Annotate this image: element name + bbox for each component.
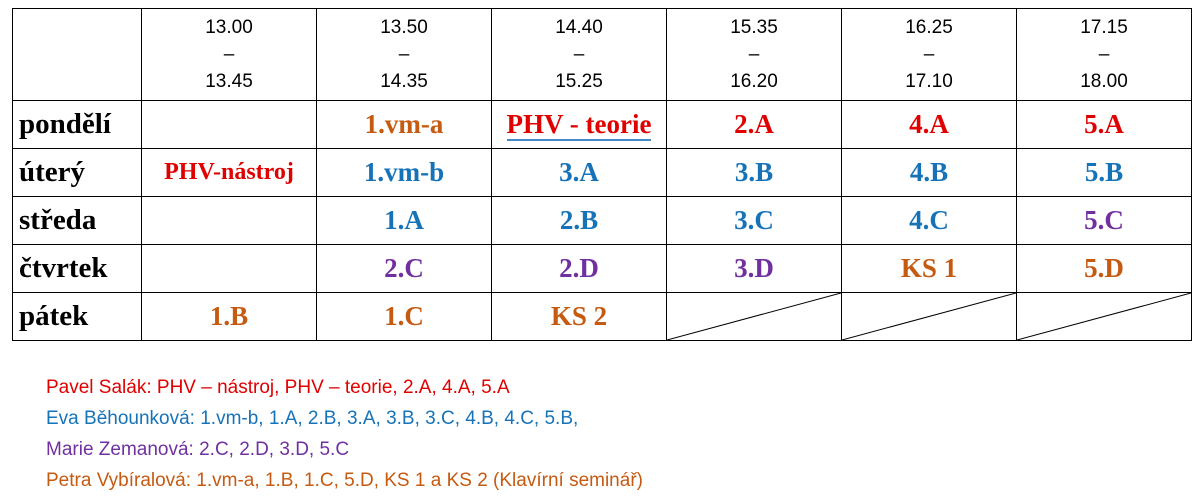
time-end: 16.20 [730, 71, 778, 92]
lesson-cell [141, 196, 317, 245]
time-start: 14.40 [555, 17, 603, 38]
time-slot: 16.25 – 17.10 [841, 8, 1017, 101]
lesson-label: 2.B [559, 205, 599, 235]
lesson-cell: 2.A [666, 100, 842, 149]
diagonal-line-icon [1017, 293, 1191, 340]
lesson-cell: PHV - teorie [491, 100, 667, 149]
legend-line-behounkova: Eva Běhounková: 1.vm-b, 1.A, 2.B, 3.A, 3… [46, 408, 579, 429]
lesson-label: KS 1 [900, 253, 958, 283]
lesson-cell: 3.C [666, 196, 842, 245]
lesson-label: 4.C [909, 205, 949, 235]
lesson-label: PHV - teorie [506, 109, 652, 141]
lesson-label: 5.C [1084, 205, 1124, 235]
day-row-monday: pondělí 1.vm-a PHV - teorie 2.A 4.A 5.A [12, 100, 1192, 149]
time-slot: 13.50 – 14.35 [316, 8, 492, 101]
time-end: 13.45 [205, 71, 253, 92]
lesson-cell: 5.A [1016, 100, 1192, 149]
lesson-label: 1.vm-b [363, 157, 445, 187]
day-row-tuesday: úterý PHV-nástroj 1.vm-b 3.A 3.B 4.B 5.B [12, 148, 1192, 197]
empty-slashed-cell [841, 292, 1017, 341]
lesson-label: 3.B [734, 157, 774, 187]
lesson-cell: 2.D [491, 244, 667, 293]
lesson-label: KS 2 [550, 301, 608, 331]
time-start: 15.35 [730, 17, 778, 38]
time-start: 17.15 [1080, 17, 1128, 38]
lesson-label: 5.B [1084, 157, 1124, 187]
time-start: 13.00 [205, 17, 253, 38]
time-dash: – [923, 44, 935, 65]
lesson-cell: 2.C [316, 244, 492, 293]
time-end: 15.25 [555, 71, 603, 92]
lesson-cell: 3.B [666, 148, 842, 197]
empty-slashed-cell [666, 292, 842, 341]
legend-line-zemanova: Marie Zemanová: 2.C, 2.D, 3.D, 5.C [46, 439, 350, 460]
lesson-cell: 1.B [141, 292, 317, 341]
lesson-label: 3.C [734, 205, 774, 235]
time-dash: – [1098, 44, 1110, 65]
lesson-label: 1.vm-a [364, 109, 444, 139]
lesson-cell: 2.B [491, 196, 667, 245]
lesson-label: 2.D [559, 253, 599, 283]
lesson-cell [141, 244, 317, 293]
lesson-label: 1.B [209, 301, 249, 331]
day-row-wednesday: středa 1.A 2.B 3.C 4.C 5.C [12, 196, 1192, 245]
lesson-label: 1.A [384, 205, 424, 235]
day-label: pondělí [12, 100, 142, 149]
lesson-cell: 1.A [316, 196, 492, 245]
lesson-cell: KS 2 [491, 292, 667, 341]
lesson-label: 1.C [384, 301, 424, 331]
lesson-cell: 5.D [1016, 244, 1192, 293]
lesson-label: 2.A [734, 109, 774, 139]
time-start: 16.25 [905, 17, 953, 38]
teacher-legend: Pavel Salák: PHV – nástroj, PHV – teorie… [46, 372, 643, 496]
empty-slashed-cell [1016, 292, 1192, 341]
lesson-label: 3.D [734, 253, 774, 283]
time-slot: 15.35 – 16.20 [666, 8, 842, 101]
time-slot: 17.15 – 18.00 [1016, 8, 1192, 101]
day-row-thursday: čtvrtek 2.C 2.D 3.D KS 1 5.D [12, 244, 1192, 293]
lesson-cell: KS 1 [841, 244, 1017, 293]
lesson-cell [141, 100, 317, 149]
lesson-cell: 3.A [491, 148, 667, 197]
lesson-label: 4.A [909, 109, 949, 139]
time-slot: 14.40 – 15.25 [491, 8, 667, 101]
time-dash: – [748, 44, 760, 65]
day-label: středa [12, 196, 142, 245]
lesson-label: 5.A [1084, 109, 1124, 139]
lesson-cell: 4.B [841, 148, 1017, 197]
lesson-cell: 5.B [1016, 148, 1192, 197]
lesson-label: 4.B [909, 157, 949, 187]
time-dash: – [573, 44, 585, 65]
day-label: úterý [12, 148, 142, 197]
lesson-label: PHV-nástroj [164, 159, 294, 185]
lesson-cell: 5.C [1016, 196, 1192, 245]
lesson-cell: 1.C [316, 292, 492, 341]
lesson-cell: 3.D [666, 244, 842, 293]
schedule-table: 13.00 – 13.45 13.50 – 14.35 14.40 – 15.25 15.3… [12, 8, 1192, 341]
day-row-friday: pátek 1.B 1.C KS 2 [12, 292, 1192, 341]
legend-line-salak: Pavel Salák: PHV – nástroj, PHV – teorie… [46, 377, 510, 398]
lesson-label: 5.D [1084, 253, 1124, 283]
lesson-cell: 4.A [841, 100, 1017, 149]
lesson-cell: 1.vm-a [316, 100, 492, 149]
time-dash: – [223, 44, 235, 65]
day-label: pátek [12, 292, 142, 341]
legend-line-vybiralova: Petra Vybíralová: 1.vm-a, 1.B, 1.C, 5.D,… [46, 470, 643, 491]
time-slot: 13.00 – 13.45 [141, 8, 317, 101]
lesson-label: 3.A [559, 157, 599, 187]
lesson-label: 2.C [384, 253, 424, 283]
lesson-cell: 4.C [841, 196, 1017, 245]
corner-cell [12, 8, 142, 101]
diagonal-line-icon [667, 293, 841, 340]
time-end: 14.35 [380, 71, 428, 92]
time-end: 18.00 [1080, 71, 1128, 92]
lesson-cell: PHV-nástroj [141, 148, 317, 197]
time-start: 13.50 [380, 17, 428, 38]
time-dash: – [398, 44, 410, 65]
lesson-cell: 1.vm-b [316, 148, 492, 197]
diagonal-line-icon [842, 293, 1016, 340]
time-end: 17.10 [905, 71, 953, 92]
day-label: čtvrtek [12, 244, 142, 293]
header-row: 13.00 – 13.45 13.50 – 14.35 14.40 – 15.25 15.3… [12, 8, 1192, 101]
